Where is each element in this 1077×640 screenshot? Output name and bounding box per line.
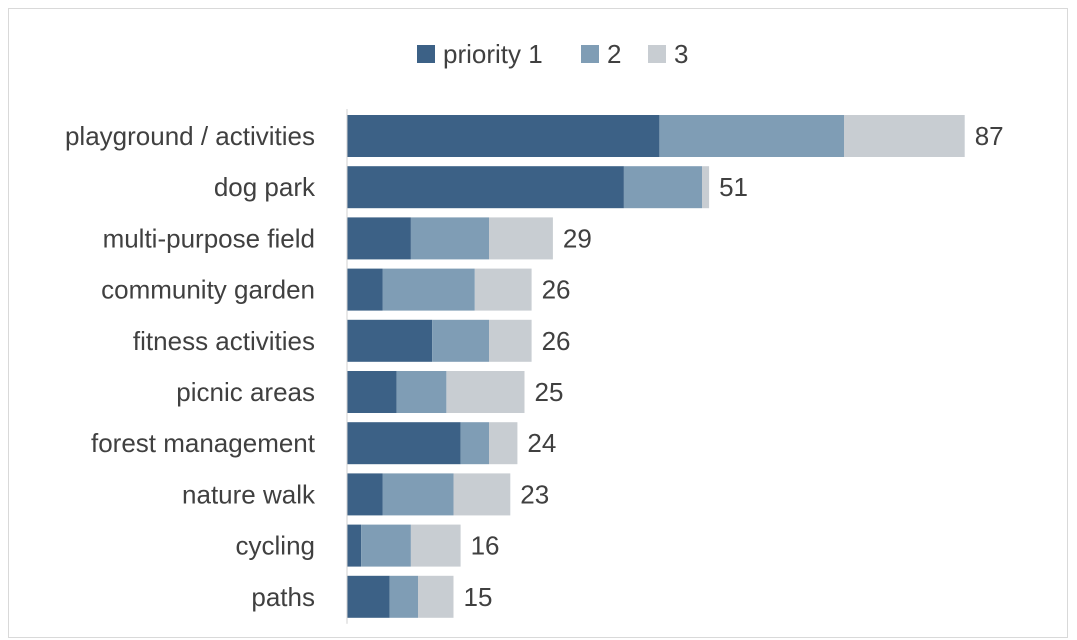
legend-swatch-2 [581,45,599,63]
bar-segment-series-3 [489,422,518,465]
bar-segment-series-1 [347,575,390,618]
legend-label-3: 3 [674,39,688,69]
category-label: cycling [236,531,315,561]
category-label: fitness activities [133,326,315,356]
bar-segment-series-1 [347,268,383,311]
chart-frame: priority 1 2 3 playground / activities 87 dog… [8,8,1068,638]
bar-segment-series-2 [659,115,844,157]
bar-segment-series-3 [410,524,461,567]
bar-segment-series-2 [432,319,489,362]
bar-segment-series-3 [489,319,532,362]
value-label: 15 [464,582,493,612]
bar-segment-series-1 [347,422,461,465]
value-label: 24 [527,428,556,458]
bar-segment-series-2 [361,524,411,567]
legend-label-2: 2 [607,39,621,69]
value-label: 26 [542,275,571,305]
value-label: 16 [471,531,500,561]
value-label: 26 [542,326,571,356]
category-label: nature walk [182,479,316,509]
bar-segment-series-1 [347,473,383,516]
bar-segment-series-1 [347,166,624,209]
bar-segment-series-1 [347,115,660,157]
category-label: picnic areas [176,377,315,407]
bar-segment-series-3 [702,166,710,209]
bar-segment-series-3 [844,115,965,157]
bar-segment-series-3 [446,371,525,413]
value-label: 25 [535,377,564,407]
bar-segment-series-3 [474,268,532,311]
bar-segment-series-3 [418,575,454,618]
category-label: dog park [214,172,316,202]
bar-segment-series-2 [382,473,454,516]
category-label: paths [251,582,315,612]
bar-segment-series-2 [382,268,475,311]
bar-segment-series-1 [347,319,433,362]
value-label: 23 [520,479,549,509]
bar-segment-series-1 [347,217,411,260]
category-label: multi-purpose field [103,223,315,253]
bar-segment-series-1 [347,524,362,567]
value-label: 29 [563,223,592,253]
bar-segment-series-2 [410,217,489,260]
bar-segment-series-1 [347,371,397,413]
category-label: forest management [91,428,316,458]
category-label: community garden [101,275,315,305]
category-label: playground / activities [65,121,315,151]
bar-segment-series-3 [453,473,511,516]
bar-segment-series-2 [396,371,447,413]
bar-segment-series-2 [389,575,418,618]
bar-segment-series-3 [489,217,553,260]
value-label: 87 [975,121,1004,151]
bar-segment-series-2 [460,422,489,465]
value-label: 51 [719,172,748,202]
legend-swatch-1 [417,45,435,63]
legend-swatch-3 [648,45,666,63]
legend-label-1: priority 1 [443,39,543,69]
bar-segment-series-2 [623,166,702,209]
